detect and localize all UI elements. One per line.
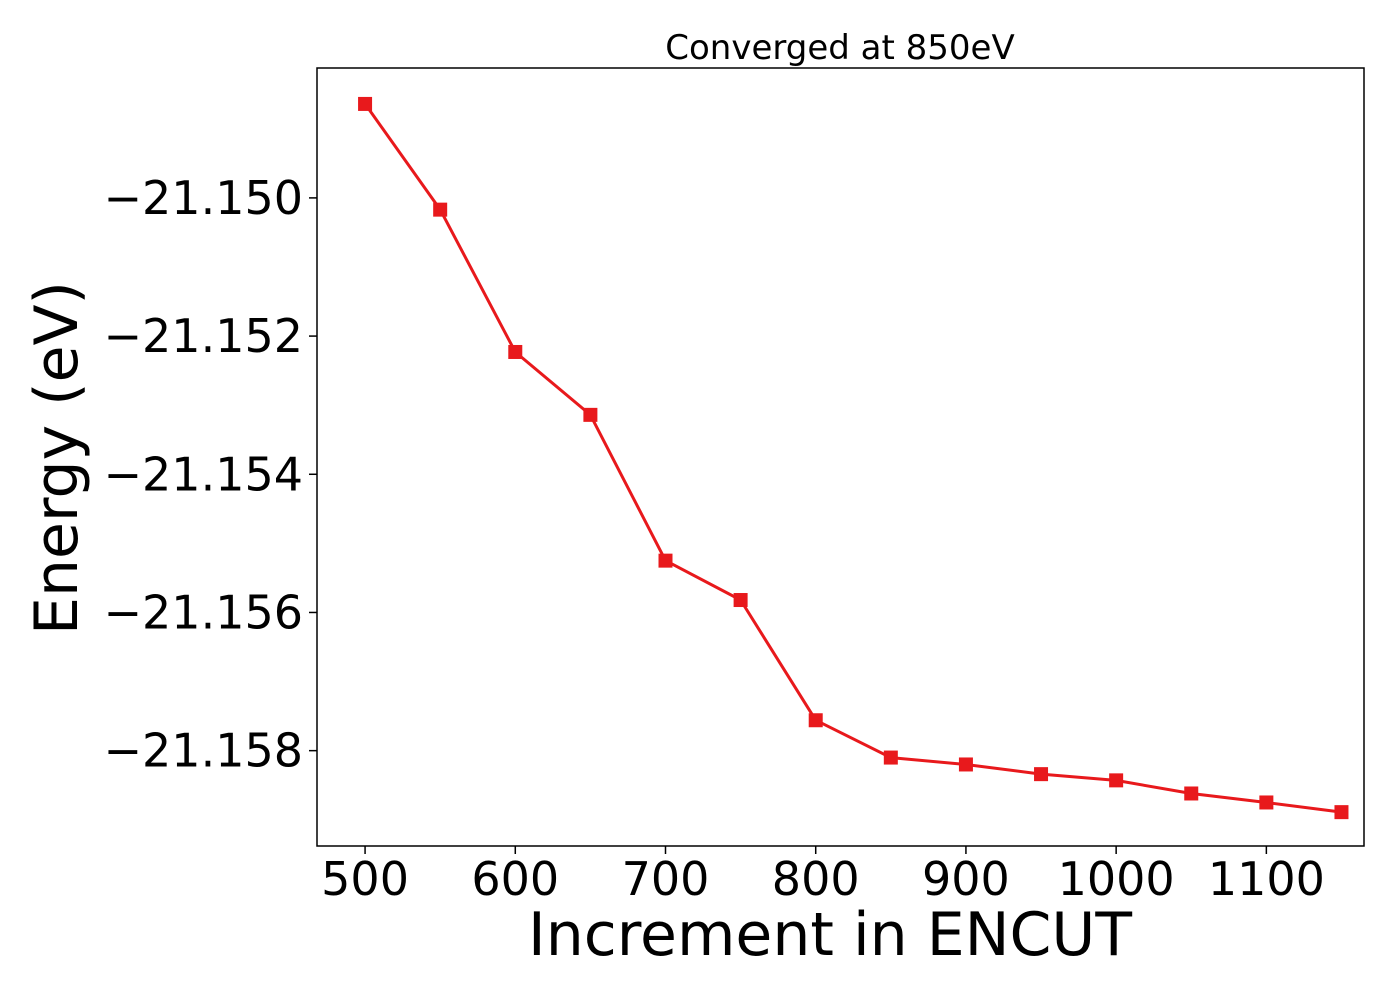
data-point (358, 96, 373, 111)
y-axis-label: Energy (eV) (22, 281, 92, 635)
data-point (808, 713, 823, 728)
x-axis: 500 600 700 800 900 1000 1100 (321, 846, 1325, 906)
data-point (1109, 773, 1124, 788)
x-tick-label: 700 (622, 852, 710, 906)
y-tick-label: −21.154 (104, 447, 304, 501)
series-markers (358, 96, 1349, 820)
x-tick-label: 800 (772, 852, 860, 906)
y-tick-label: −21.158 (104, 724, 304, 778)
x-tick-label: 500 (321, 852, 409, 906)
x-tick-label: 1100 (1208, 852, 1325, 906)
x-tick-label: 1000 (1058, 852, 1175, 906)
y-tick-label: −21.156 (104, 585, 304, 639)
data-point (658, 553, 673, 568)
x-tick-label: 600 (471, 852, 559, 906)
x-tick-label: 900 (922, 852, 1010, 906)
x-axis-label: Increment in ENCUT (528, 900, 1132, 970)
data-point (733, 593, 748, 608)
data-point (1334, 805, 1349, 820)
data-point (958, 757, 973, 772)
data-point (1259, 795, 1274, 810)
y-axis: −21.150 −21.152 −21.154 −21.156 −21.158 (104, 171, 317, 778)
data-point (1034, 767, 1049, 782)
y-tick-label: −21.150 (104, 171, 304, 225)
data-point (1184, 786, 1199, 801)
data-point (883, 750, 898, 765)
plot-frame (316, 67, 1365, 847)
data-point (433, 202, 448, 217)
series-line (363, 103, 1342, 814)
y-tick-label: −21.152 (104, 309, 304, 363)
data-point (508, 344, 523, 359)
chart-title: Converged at 850eV (665, 28, 1014, 68)
data-point (583, 407, 598, 422)
